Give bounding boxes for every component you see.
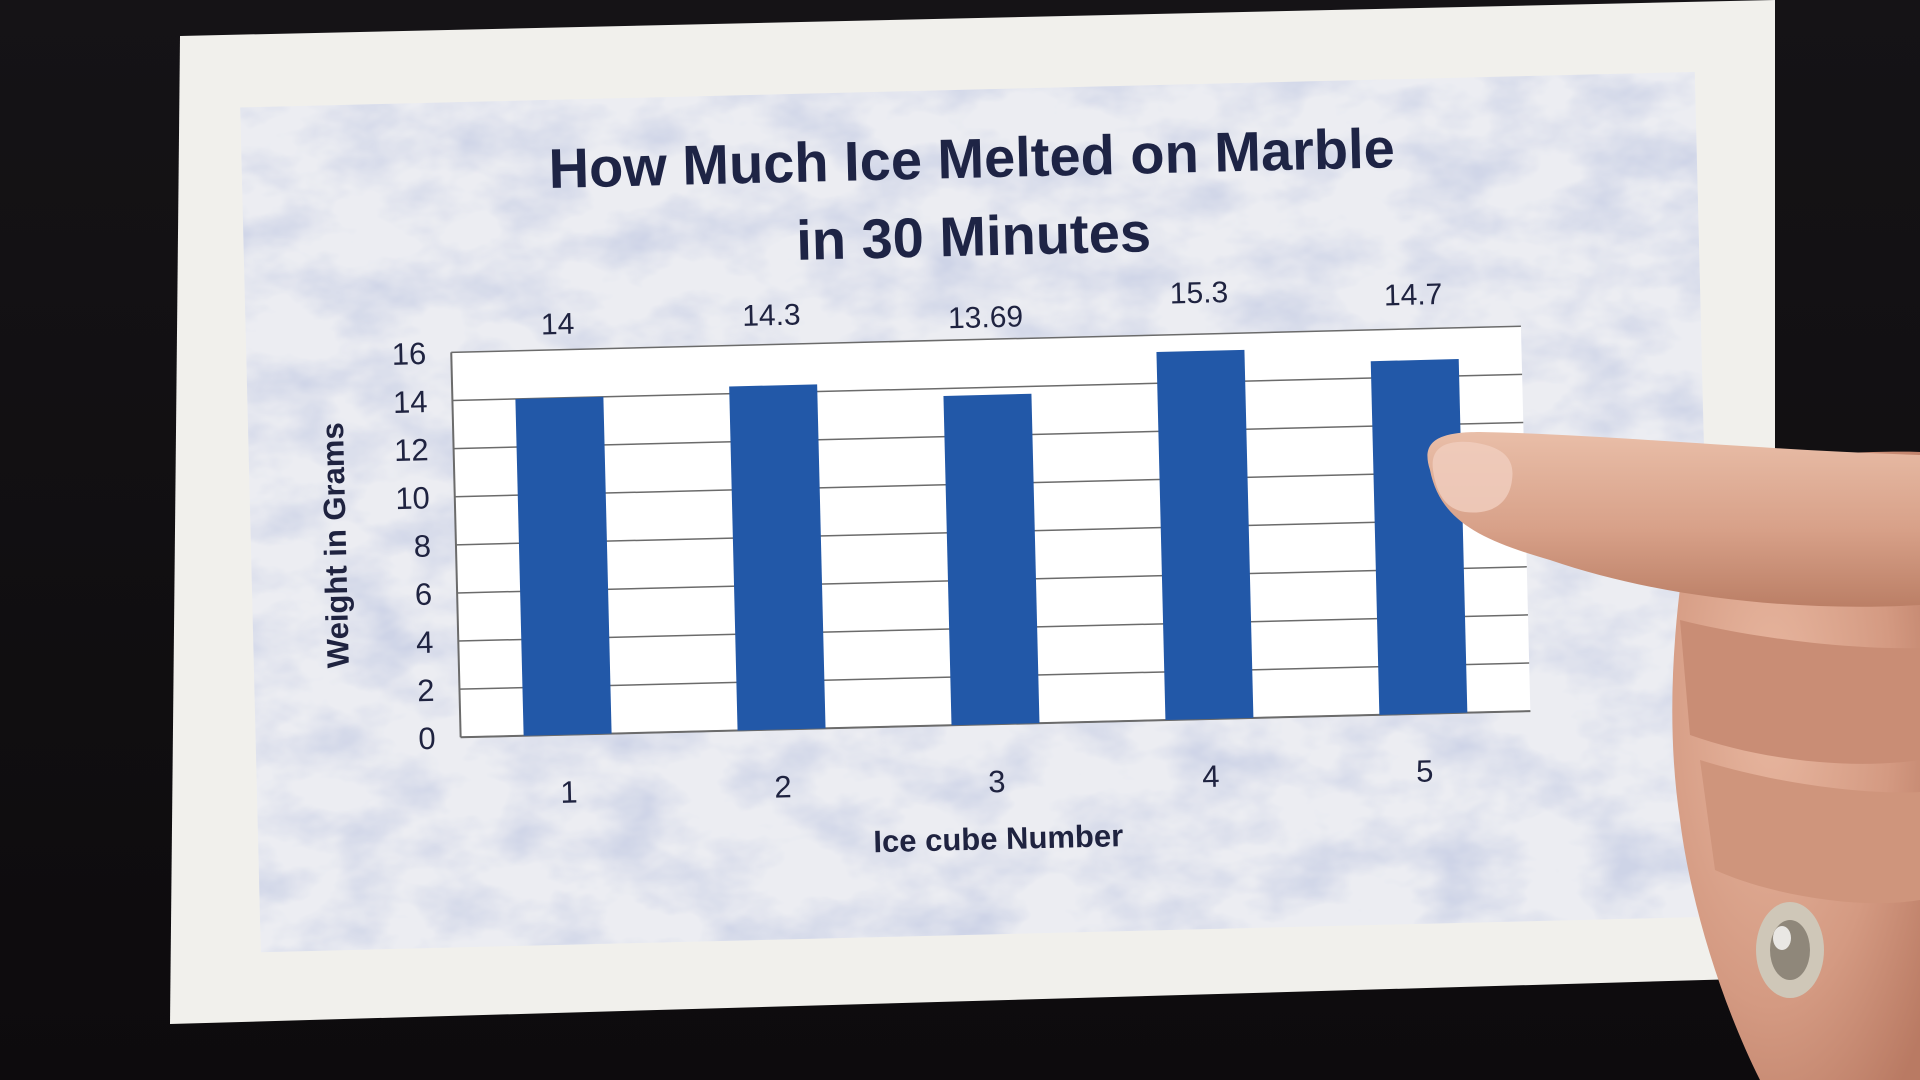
gridline-16 — [451, 325, 1521, 354]
bar-2 — [729, 384, 826, 731]
x-tick-label-3: 3 — [988, 764, 1006, 799]
data-label-3: 13.69 — [948, 300, 1024, 335]
fingernail — [1432, 441, 1513, 513]
data-label-4: 15.3 — [1169, 276, 1228, 310]
y-axis-label: Weight in Grams — [315, 422, 356, 669]
data-label-1: 14 — [541, 308, 575, 342]
y-tick-label-8: 8 — [413, 528, 431, 563]
gridline-14 — [452, 373, 1523, 402]
x-axis-label: Ice cube Number — [873, 818, 1124, 859]
data-label-5: 14.7 — [1384, 278, 1443, 312]
x-tick-label-1: 1 — [560, 774, 578, 809]
y-tick-label-12: 12 — [394, 432, 429, 468]
y-axis-line — [450, 352, 462, 738]
x-tick-label-2: 2 — [774, 769, 792, 804]
y-tick-label-0: 0 — [418, 721, 436, 756]
y-tick-label-2: 2 — [417, 673, 435, 708]
pointing-finger — [1427, 432, 1920, 607]
chart-title-line-2: in 30 Minutes — [795, 200, 1151, 272]
bar-4 — [1156, 349, 1254, 721]
y-tick-label-6: 6 — [414, 577, 432, 612]
y-tick-label-14: 14 — [393, 384, 428, 420]
bar-chart: 024681012141614114.3213.69315.3414.75How… — [315, 116, 1531, 859]
y-tick-label-16: 16 — [391, 336, 426, 372]
hand — [1427, 432, 1920, 1080]
y-tick-label-10: 10 — [395, 480, 430, 516]
x-tick-label-5: 5 — [1416, 754, 1434, 789]
data-label-2: 14.3 — [742, 299, 801, 333]
x-tick-label-4: 4 — [1202, 759, 1220, 794]
bar-5 — [1370, 359, 1468, 715]
bar-3 — [943, 393, 1040, 726]
bar-1 — [515, 396, 612, 736]
y-tick-label-4: 4 — [416, 625, 434, 660]
